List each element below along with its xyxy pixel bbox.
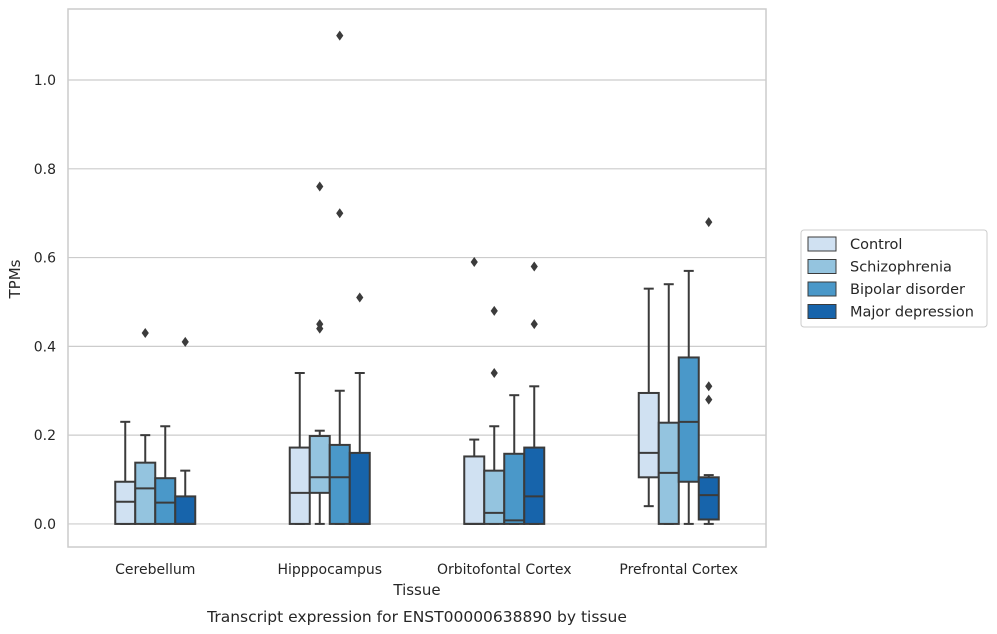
outlier-point [490, 367, 498, 378]
box-body [523, 446, 546, 525]
legend-swatch [807, 236, 837, 252]
x-tick-label: Orbitofontal Cortex [437, 562, 572, 578]
legend-label: Schizophrenia [850, 260, 952, 276]
outlier-point [316, 323, 324, 334]
outlier-point [470, 257, 478, 268]
y-tick-label: 1.0 [34, 73, 56, 89]
legend-label: Major depression [850, 305, 974, 321]
outlier-point [356, 292, 364, 303]
legend-label: Control [850, 237, 902, 253]
outlier-point [316, 181, 324, 192]
box-body [328, 443, 351, 525]
box-body [348, 451, 371, 525]
box-body [483, 469, 506, 525]
box-group [328, 30, 351, 525]
outlier-point [705, 394, 713, 405]
box-group [114, 420, 137, 525]
outlier-point [530, 261, 538, 272]
box-body [174, 495, 197, 525]
box-group [154, 425, 177, 525]
box-body [503, 452, 526, 525]
y-tick-label: 0.4 [34, 339, 56, 355]
x-tick-label: Cerebellum [115, 562, 195, 578]
box-group [134, 328, 157, 525]
outlier-point [490, 305, 498, 316]
box-group [677, 269, 700, 525]
y-tick-labels: 0.0 0.2 0.4 0.6 0.8 1.0 [34, 73, 56, 533]
box-group [174, 336, 197, 525]
outlier-point [181, 336, 189, 347]
legend-label: Bipolar disorder [850, 282, 965, 298]
legend-frame [800, 229, 988, 328]
box-group [483, 305, 506, 525]
box-group [657, 283, 680, 525]
box-group [503, 394, 526, 525]
box-group [697, 217, 720, 525]
box-body [154, 477, 177, 525]
box-group [523, 261, 546, 525]
box-body [308, 435, 331, 494]
outlier-point [705, 217, 713, 228]
box-body [134, 461, 157, 525]
x-tick-label: Hipppocampus [277, 562, 382, 578]
outlier-point [705, 381, 713, 392]
box-body [697, 476, 720, 521]
box-group [463, 257, 486, 525]
x-tick-label: Prefrontal Cortex [619, 562, 738, 578]
box-body [288, 446, 311, 525]
legend-swatch [807, 259, 837, 274]
y-tick-label: 0.6 [34, 251, 56, 267]
plot-frame [67, 8, 767, 548]
x-axis-title: Tissue [392, 581, 440, 599]
box-group [288, 371, 311, 525]
outlier-point [141, 328, 149, 339]
box-body [463, 455, 486, 525]
box-group [308, 181, 331, 525]
box-body [114, 480, 137, 525]
grid-lines [68, 79, 766, 525]
legend: Control Schizophrenia Bipolar disorder Majo… [800, 229, 988, 328]
box-group [637, 287, 660, 508]
legend-swatch [807, 304, 837, 319]
legend-swatch [807, 281, 837, 297]
box-body [637, 391, 660, 479]
outlier-point [336, 208, 344, 219]
y-tick-label: 0.8 [34, 162, 56, 178]
chart-caption: Transcript expression for ENST0000063889… [206, 608, 627, 626]
x-tick-labels: Cerebellum Hipppocampus Orbitofontal Corte… [115, 562, 738, 578]
box-group [348, 292, 371, 525]
box-body [677, 356, 700, 483]
y-tick-label: 0.0 [34, 517, 56, 533]
outlier-point [530, 319, 538, 330]
y-axis-title: TPMs [6, 259, 24, 299]
outlier-point [336, 30, 344, 41]
y-tick-label: 0.2 [34, 428, 56, 444]
box-series [114, 30, 720, 525]
